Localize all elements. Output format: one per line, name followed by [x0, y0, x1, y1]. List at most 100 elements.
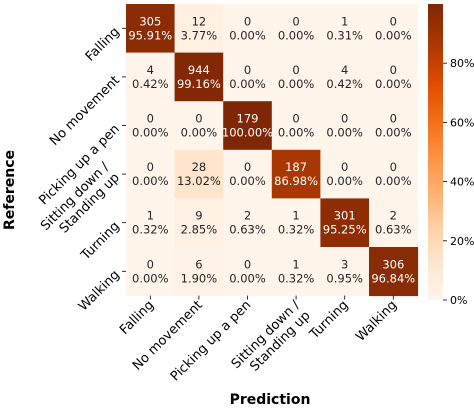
heatmap-cell: [320, 198, 370, 248]
cell-percent-label: 3.77%: [181, 28, 218, 42]
cell-percent-label: 95.25%: [323, 223, 367, 237]
cell-percent-label: 0.00%: [132, 271, 169, 285]
heatmap-cell: [320, 52, 370, 102]
heatmap-cells: 30595.91%123.77%00.00%00.00%10.31%00.00%…: [126, 4, 419, 297]
cell-percent-label: 0.00%: [375, 126, 412, 140]
cell-count-label: 0: [195, 112, 202, 126]
heatmap-cell: [271, 198, 321, 248]
heatmap-cell: [320, 247, 370, 297]
colorbar-gradient: [428, 4, 443, 300]
cell-count-label: 0: [390, 14, 397, 28]
cell-percent-label: 96.84%: [371, 271, 415, 285]
cell-count-label: 0: [147, 257, 154, 271]
column-tick-label: Falling: [117, 298, 157, 338]
cell-count-label: 305: [139, 14, 161, 28]
cell-percent-label: 0.00%: [229, 77, 266, 91]
cell-count-label: 6: [195, 257, 202, 271]
cell-count-label: 0: [341, 112, 348, 126]
heatmap-cell: [223, 52, 273, 102]
cell-percent-label: 0.00%: [229, 174, 266, 188]
cell-count-label: 0: [292, 63, 299, 77]
colorbar-tick-label: 0%: [450, 294, 467, 307]
heatmap-cell: [223, 149, 273, 199]
cell-percent-label: 0.00%: [326, 174, 363, 188]
cell-percent-label: 0.32%: [278, 271, 315, 285]
cell-count-label: 306: [382, 257, 404, 271]
cell-percent-label: 0.42%: [326, 77, 363, 91]
colorbar-tick-label: 40%: [450, 176, 474, 189]
cell-percent-label: 2.85%: [181, 223, 218, 237]
cell-count-label: 301: [334, 209, 356, 223]
cell-count-label: 0: [244, 160, 251, 174]
cell-percent-label: 0.00%: [278, 28, 315, 42]
heatmap-cell: [223, 247, 273, 297]
column-tick-label: Walking: [353, 298, 400, 345]
y-axis-title: Reference: [2, 150, 18, 230]
cell-count-label: 4: [341, 63, 348, 77]
cell-count-label: 1: [147, 209, 154, 223]
cell-percent-label: 0.00%: [132, 174, 169, 188]
cell-percent-label: 0.00%: [375, 28, 412, 42]
column-tick-label: Turning: [307, 298, 352, 343]
cell-count-label: 2: [244, 209, 251, 223]
row-tick-label: Walking: [76, 268, 123, 315]
cell-count-label: 9: [195, 209, 202, 223]
cell-percent-label: 1.90%: [181, 271, 218, 285]
colorbar-tick-label: 80%: [450, 57, 474, 70]
row-tick-label: Falling: [83, 25, 123, 65]
heatmap-cell: [174, 52, 224, 102]
cell-percent-label: 0.00%: [181, 126, 218, 140]
cell-percent-label: 99.16%: [177, 77, 221, 91]
heatmap-cell: [271, 4, 321, 54]
cell-count-label: 0: [292, 112, 299, 126]
cell-count-label: 3: [341, 257, 348, 271]
cell-count-label: 0: [244, 63, 251, 77]
heatmap-cell: [320, 149, 370, 199]
cell-percent-label: 0.95%: [326, 271, 363, 285]
cell-percent-label: 95.91%: [128, 28, 172, 42]
cell-percent-label: 0.00%: [326, 126, 363, 140]
cell-count-label: 1: [341, 14, 348, 28]
cell-count-label: 0: [390, 160, 397, 174]
heatmap-cell: [271, 247, 321, 297]
heatmap-cell: [223, 4, 273, 54]
cell-percent-label: 0.00%: [278, 77, 315, 91]
heatmap-cell: [320, 101, 370, 151]
colorbar-tick-label: 20%: [450, 235, 474, 248]
heatmap-cell: [126, 247, 176, 297]
cell-count-label: 0: [341, 160, 348, 174]
heatmap-cell: [126, 198, 176, 248]
heatmap-cell: [174, 149, 224, 199]
cell-percent-label: 0.00%: [375, 77, 412, 91]
cell-percent-label: 0.00%: [278, 126, 315, 140]
cell-percent-label: 13.02%: [177, 174, 221, 188]
cell-count-label: 187: [285, 160, 307, 174]
cell-count-label: 0: [390, 63, 397, 77]
cell-count-label: 0: [390, 112, 397, 126]
heatmap-cell: [369, 247, 419, 297]
heatmap-cell: [174, 247, 224, 297]
cell-percent-label: 0.31%: [326, 28, 363, 42]
colorbar: 0% 20% 40% 60% 80%: [428, 4, 474, 307]
heatmap-cell: [174, 198, 224, 248]
cell-percent-label: 100.00%: [222, 126, 273, 140]
cell-percent-label: 0.42%: [132, 77, 169, 91]
heatmap-cell: [126, 101, 176, 151]
cell-count-label: 12: [192, 14, 207, 28]
cell-count-label: 4: [147, 63, 154, 77]
colorbar-tick-label: 60%: [450, 116, 474, 129]
cell-count-label: 28: [192, 160, 207, 174]
cell-count-label: 1: [292, 257, 299, 271]
cell-count-label: 0: [292, 14, 299, 28]
x-axis-title: Prediction: [230, 392, 311, 408]
heatmap-cell: [126, 52, 176, 102]
heatmap-cell: [223, 198, 273, 248]
heatmap-cell: [369, 101, 419, 151]
heatmap-cell: [174, 4, 224, 54]
heatmap-cell: [174, 101, 224, 151]
cell-percent-label: 0.63%: [375, 223, 412, 237]
cell-count-label: 0: [147, 112, 154, 126]
